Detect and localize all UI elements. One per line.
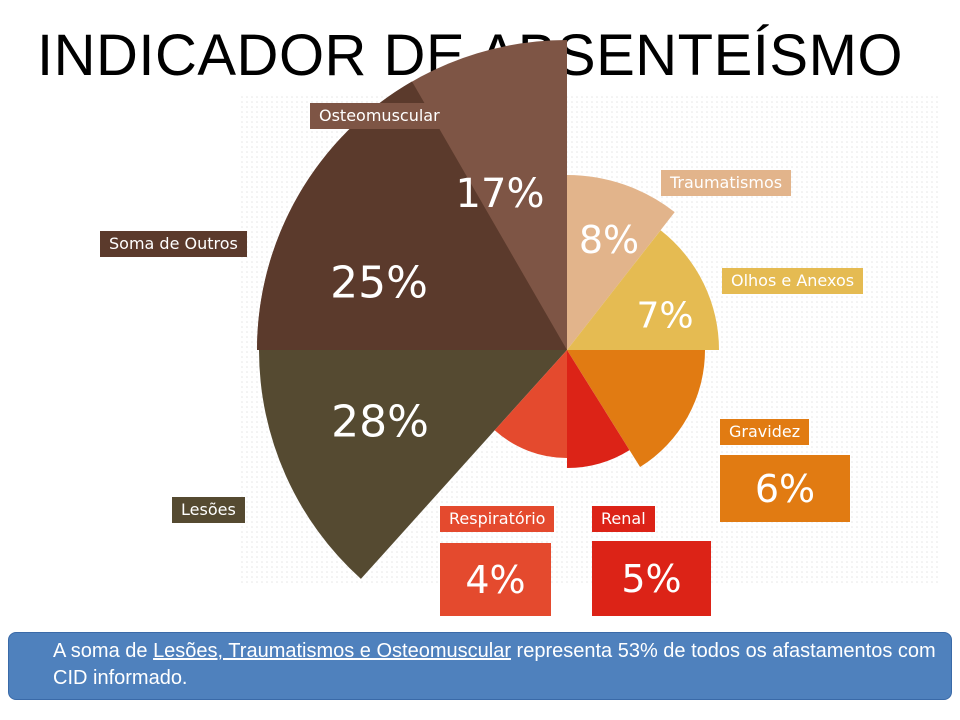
slice-traumatismos	[567, 175, 675, 350]
slice-soma-outros	[257, 81, 567, 350]
label-soma-outros: Soma de Outros	[100, 231, 247, 257]
slice-gravidez	[567, 350, 705, 467]
slice-olhos-anexos	[567, 230, 719, 350]
value-lesoes: 28%	[331, 396, 429, 448]
summary-note: A soma de Lesões, Traumatismos e Osteomu…	[8, 632, 952, 700]
slice-lesoes	[259, 350, 567, 579]
value-olhos-anexos: 7%	[636, 295, 694, 337]
value-soma-outros: 25%	[330, 257, 428, 309]
slice-renal	[567, 350, 630, 468]
label-gravidez: Gravidez	[720, 419, 810, 445]
note-suffix: representa 53% de todos os afastamentos …	[53, 640, 936, 689]
label-olhos-anexos: Olhos e Anexos	[722, 268, 864, 294]
value-box-gravidez: 6%	[720, 455, 850, 522]
label-respiratorio: Respiratório	[440, 506, 555, 532]
value-box-renal: 5%	[592, 541, 711, 616]
slice-respiratorio	[494, 350, 567, 459]
value-osteomuscular: 17%	[455, 171, 545, 217]
label-traumatismos: Traumatismos	[661, 170, 792, 196]
value-box-respiratorio: 4%	[440, 543, 551, 616]
note-underlined: Lesões, Traumatismos e Osteomuscular	[153, 640, 511, 662]
label-osteomuscular: Osteomuscular	[310, 103, 449, 129]
note-prefix: A soma de	[53, 640, 154, 662]
value-traumatismos: 8%	[578, 218, 640, 262]
label-lesoes: Lesões	[172, 497, 245, 523]
label-renal: Renal	[592, 506, 655, 532]
